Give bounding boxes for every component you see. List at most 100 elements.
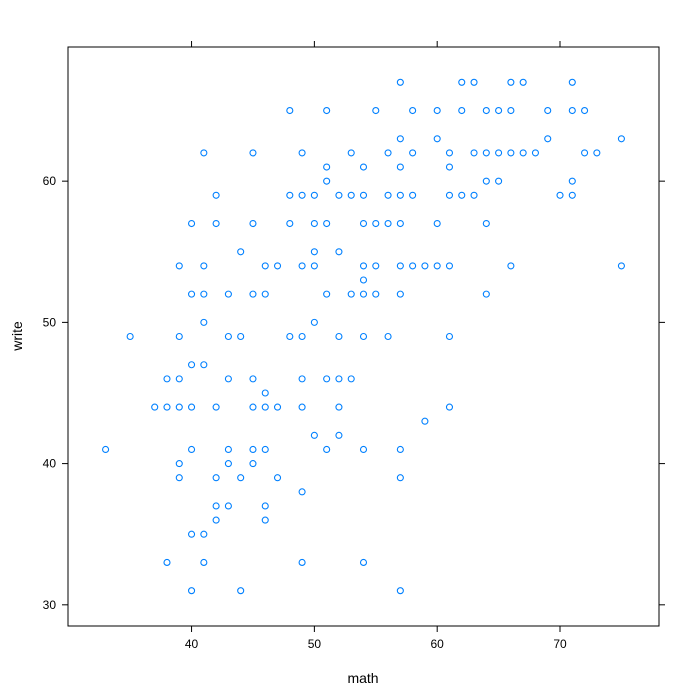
data-point [323,290,331,298]
data-points [102,78,625,595]
data-point [359,445,368,454]
data-point [556,191,564,199]
data-point [433,106,441,115]
data-point [421,417,429,425]
data-point [310,248,318,256]
x-axis-label: math [347,670,378,686]
data-point [495,106,503,115]
plot-frame [67,46,660,627]
data-point [409,262,417,270]
data-point [359,332,368,341]
data-point [261,290,269,298]
data-point [249,219,257,228]
data-point [224,290,232,298]
data-point [568,106,576,115]
data-point [273,403,282,411]
data-point [175,460,183,468]
data-point [310,262,318,270]
data-point [286,332,294,341]
data-point [482,149,490,157]
data-point [237,332,245,341]
data-point [396,135,404,143]
data-point [445,403,454,411]
x-tick-label: 40 [185,637,199,651]
axis-ticks: 40 50 60 70 30 40 50 60 [43,41,665,651]
data-point [298,403,306,411]
data-point [298,558,306,567]
data-point [163,558,171,567]
data-point [458,78,466,86]
data-point [286,219,294,228]
data-point [568,78,576,86]
data-point [249,403,257,411]
data-point [568,177,576,185]
data-point [359,191,368,199]
data-point [126,332,134,341]
data-point [175,403,183,411]
data-point [310,191,318,199]
data-point [249,290,257,298]
data-point [323,163,331,171]
data-point [445,262,454,270]
data-point [163,403,171,411]
data-point [384,149,392,157]
data-point [617,135,625,143]
data-point [409,191,417,199]
data-point [261,502,269,510]
y-tick-label: 30 [43,598,57,612]
data-point [188,290,196,298]
data-point [261,389,269,397]
data-point [396,219,404,228]
data-point [188,361,196,369]
data-point [507,106,515,115]
data-point [163,375,171,383]
y-tick-label: 40 [43,457,57,471]
data-point [396,445,404,454]
data-point [335,248,343,256]
data-point [212,403,220,411]
data-point [323,219,331,228]
data-point [310,219,318,228]
y-tick-label: 50 [43,315,57,329]
x-tick-label: 60 [431,637,445,651]
data-point [359,163,368,171]
data-point [237,474,245,482]
data-point [372,290,380,298]
data-point [224,332,232,341]
data-point [445,149,454,157]
data-point [495,149,503,157]
data-point [495,177,503,185]
data-point [298,488,306,496]
data-point [384,191,392,199]
data-point [323,106,331,115]
x-tick-label: 50 [308,637,322,651]
data-point [298,332,306,341]
data-point [372,219,380,228]
data-point [396,290,404,298]
data-point [273,262,282,270]
data-point [298,149,306,157]
data-point [212,191,220,199]
data-point [359,219,368,228]
data-point [200,149,208,157]
data-point [396,78,404,86]
x-tick-label: 70 [553,637,567,651]
data-point [200,361,208,369]
data-point [568,191,576,199]
data-point [335,431,343,439]
data-point [224,460,232,468]
data-point [175,262,183,270]
data-point [445,332,454,341]
data-point [200,290,208,298]
data-point [470,149,478,157]
data-point [224,445,232,454]
data-point [347,149,355,157]
data-point [298,191,306,199]
data-point [445,163,454,171]
data-point [347,375,355,383]
data-point [237,248,245,256]
data-point [200,318,208,326]
data-point [617,262,625,270]
data-point [347,191,355,199]
data-point [544,106,552,115]
